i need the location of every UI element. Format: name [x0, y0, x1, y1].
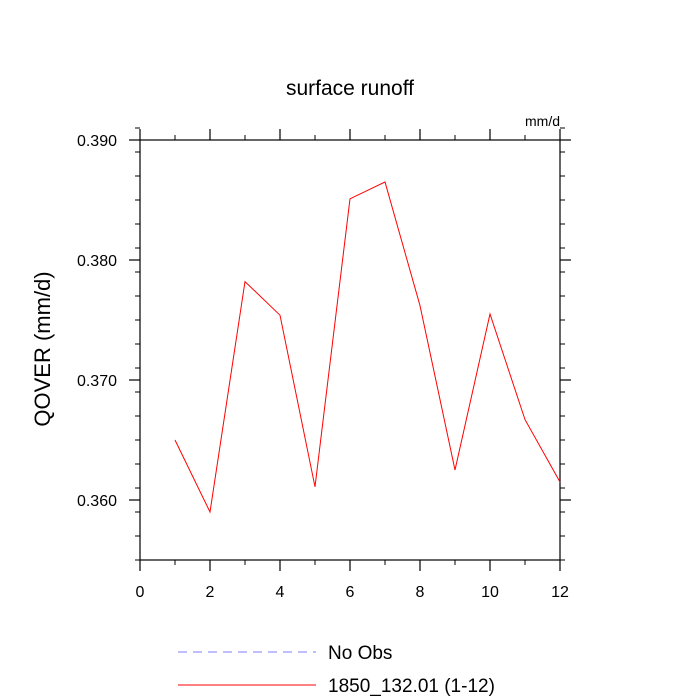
y-tick-label: 0.390 — [77, 133, 117, 150]
x-tick-label: 4 — [276, 584, 285, 601]
y-axis-label: QOVER (mm/d) — [30, 271, 55, 426]
units-label: mm/d — [525, 113, 560, 129]
chart-title: surface runoff — [286, 77, 414, 100]
series-line-1 — [174, 181, 561, 514]
x-tick-label: 6 — [346, 584, 355, 601]
x-tick-label: 12 — [551, 584, 569, 601]
y-tick-label: 0.380 — [77, 253, 117, 270]
x-tick-label: 10 — [481, 584, 499, 601]
y-tick-label: 0.370 — [77, 373, 117, 390]
y-tick-label: 0.360 — [77, 493, 117, 510]
x-tick-label: 0 — [136, 584, 145, 601]
legend-label: No Obs — [328, 643, 392, 664]
legend-label: 1850_132.01 (1-12) — [328, 676, 495, 697]
x-tick-label: 8 — [416, 584, 425, 601]
x-tick-label: 2 — [206, 584, 215, 601]
